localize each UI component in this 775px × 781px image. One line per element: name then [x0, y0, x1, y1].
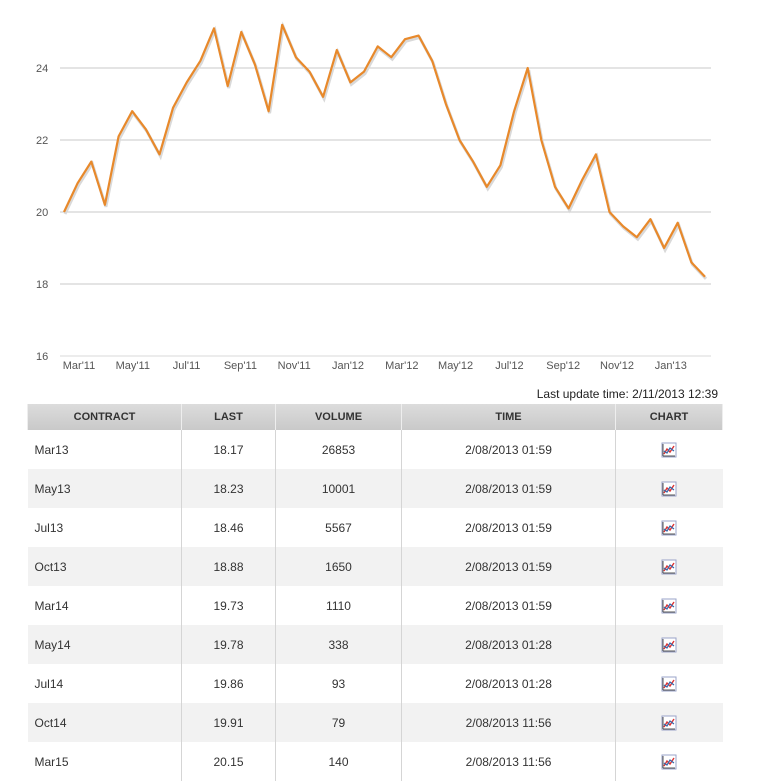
table-body: Mar13 18.17 26853 2/08/2013 01:59 May13 18.23… — [27, 430, 723, 781]
table-row: May13 18.23 10001 2/08/2013 01:59 — [27, 469, 723, 508]
cell-last: 18.46 — [181, 508, 276, 547]
y-tick-label: 22 — [36, 135, 48, 147]
column-header-time[interactable]: TIME — [401, 404, 616, 430]
line-chart-icon[interactable] — [661, 676, 677, 692]
line-chart-icon[interactable] — [661, 520, 677, 536]
table-row: Oct13 18.88 1650 2/08/2013 01:59 — [27, 547, 723, 586]
y-tick-label: 24 — [36, 63, 48, 75]
cell-chart[interactable] — [615, 703, 723, 742]
cell-contract: Oct14 — [27, 703, 182, 742]
cell-volume: 93 — [275, 664, 402, 703]
cell-time: 2/08/2013 01:28 — [401, 625, 616, 664]
last-update-label: Last update time: — [536, 387, 629, 401]
cell-volume: 5567 — [275, 508, 402, 547]
cell-last: 19.73 — [181, 586, 276, 625]
y-tick-label: 20 — [36, 207, 48, 219]
price-chart-area: 16 18 20 22 24 Mar'11 May'11 Jul'11 Sep'11 Nov'1… — [0, 0, 775, 380]
x-tick-label: Nov'11 — [278, 360, 311, 372]
cell-contract: Mar13 — [27, 430, 182, 469]
cell-chart[interactable] — [615, 508, 723, 547]
line-chart-icon[interactable] — [661, 442, 677, 458]
cell-time: 2/08/2013 01:59 — [401, 508, 616, 547]
cell-time: 2/08/2013 11:56 — [401, 742, 616, 781]
cell-time: 2/08/2013 01:59 — [401, 586, 616, 625]
series-line — [63, 23, 706, 278]
cell-volume: 338 — [275, 625, 402, 664]
x-tick-label: Sep'12 — [546, 360, 580, 372]
last-update-value: 2/11/2013 12:39 — [632, 387, 718, 401]
x-tick-label: May'11 — [116, 360, 150, 372]
y-tick-label: 18 — [36, 279, 48, 291]
cell-chart[interactable] — [615, 547, 723, 586]
x-axis-ticks: Mar'11 May'11 Jul'11 Sep'11 Nov'11 Jan'12 Mar'… — [63, 360, 687, 372]
column-header-chart[interactable]: CHART — [615, 404, 723, 430]
table-header-row: CONTRACT LAST VOLUME TIME CHART — [27, 404, 723, 430]
cell-chart[interactable] — [615, 586, 723, 625]
contracts-table: CONTRACT LAST VOLUME TIME CHART Mar13 18.… — [27, 404, 723, 781]
cell-volume: 1650 — [275, 547, 402, 586]
table-row: Mar14 19.73 1110 2/08/2013 01:59 — [27, 586, 723, 625]
x-tick-label: Jan'13 — [655, 360, 687, 372]
cell-time: 2/08/2013 11:56 — [401, 703, 616, 742]
cell-contract: Mar14 — [27, 586, 182, 625]
table-row: Oct14 19.91 79 2/08/2013 11:56 — [27, 703, 723, 742]
cell-chart[interactable] — [615, 664, 723, 703]
x-tick-label: Mar'11 — [63, 360, 95, 372]
price-line-chart: 16 18 20 22 24 Mar'11 May'11 Jul'11 Sep'11 Nov'1… — [36, 21, 711, 372]
table-row: May14 19.78 338 2/08/2013 01:28 — [27, 625, 723, 664]
x-tick-label: Sep'11 — [224, 360, 257, 372]
cell-last: 19.78 — [181, 625, 276, 664]
line-chart-icon[interactable] — [661, 598, 677, 614]
y-tick-label: 16 — [36, 351, 48, 363]
cell-chart[interactable] — [615, 742, 723, 781]
cell-contract: May13 — [27, 469, 182, 508]
x-tick-label: Jul'12 — [495, 360, 523, 372]
line-chart-icon[interactable] — [661, 637, 677, 653]
cell-chart[interactable] — [615, 430, 723, 469]
cell-volume: 10001 — [275, 469, 402, 508]
chart-grid — [60, 67, 711, 357]
cell-last: 19.91 — [181, 703, 276, 742]
chart-series — [63, 21, 708, 280]
cell-volume: 79 — [275, 703, 402, 742]
y-axis-ticks: 16 18 20 22 24 — [36, 63, 48, 363]
line-chart-icon[interactable] — [661, 754, 677, 770]
cell-last: 18.88 — [181, 547, 276, 586]
line-chart-icon[interactable] — [661, 559, 677, 575]
cell-volume: 140 — [275, 742, 402, 781]
x-tick-label: Nov'12 — [600, 360, 634, 372]
line-chart-icon[interactable] — [661, 481, 677, 497]
cell-time: 2/08/2013 01:59 — [401, 469, 616, 508]
cell-time: 2/08/2013 01:59 — [401, 430, 616, 469]
cell-volume: 1110 — [275, 586, 402, 625]
cell-contract: May14 — [27, 625, 182, 664]
cell-chart[interactable] — [615, 625, 723, 664]
cell-contract: Oct13 — [27, 547, 182, 586]
cell-last: 19.86 — [181, 664, 276, 703]
cell-contract: Jul13 — [27, 508, 182, 547]
cell-last: 20.15 — [181, 742, 276, 781]
table-row: Mar15 20.15 140 2/08/2013 11:56 — [27, 742, 723, 781]
cell-time: 2/08/2013 01:28 — [401, 664, 616, 703]
x-tick-label: Mar'12 — [385, 360, 418, 372]
x-tick-label: Jul'11 — [173, 360, 201, 372]
x-tick-label: May'12 — [438, 360, 473, 372]
cell-volume: 26853 — [275, 430, 402, 469]
cell-last: 18.17 — [181, 430, 276, 469]
cell-contract: Mar15 — [27, 742, 182, 781]
table-row: Jul14 19.86 93 2/08/2013 01:28 — [27, 664, 723, 703]
column-header-contract[interactable]: CONTRACT — [27, 404, 182, 430]
cell-chart[interactable] — [615, 469, 723, 508]
x-tick-label: Jan'12 — [332, 360, 364, 372]
column-header-last[interactable]: LAST — [181, 404, 276, 430]
column-header-volume[interactable]: VOLUME — [275, 404, 402, 430]
cell-time: 2/08/2013 01:59 — [401, 547, 616, 586]
cell-contract: Jul14 — [27, 664, 182, 703]
series-line-shadow — [63, 21, 708, 280]
line-chart-icon[interactable] — [661, 715, 677, 731]
last-update-time: Last update time: 2/11/2013 12:39 — [537, 387, 718, 401]
cell-last: 18.23 — [181, 469, 276, 508]
table-row: Jul13 18.46 5567 2/08/2013 01:59 — [27, 508, 723, 547]
table-row: Mar13 18.17 26853 2/08/2013 01:59 — [27, 430, 723, 469]
